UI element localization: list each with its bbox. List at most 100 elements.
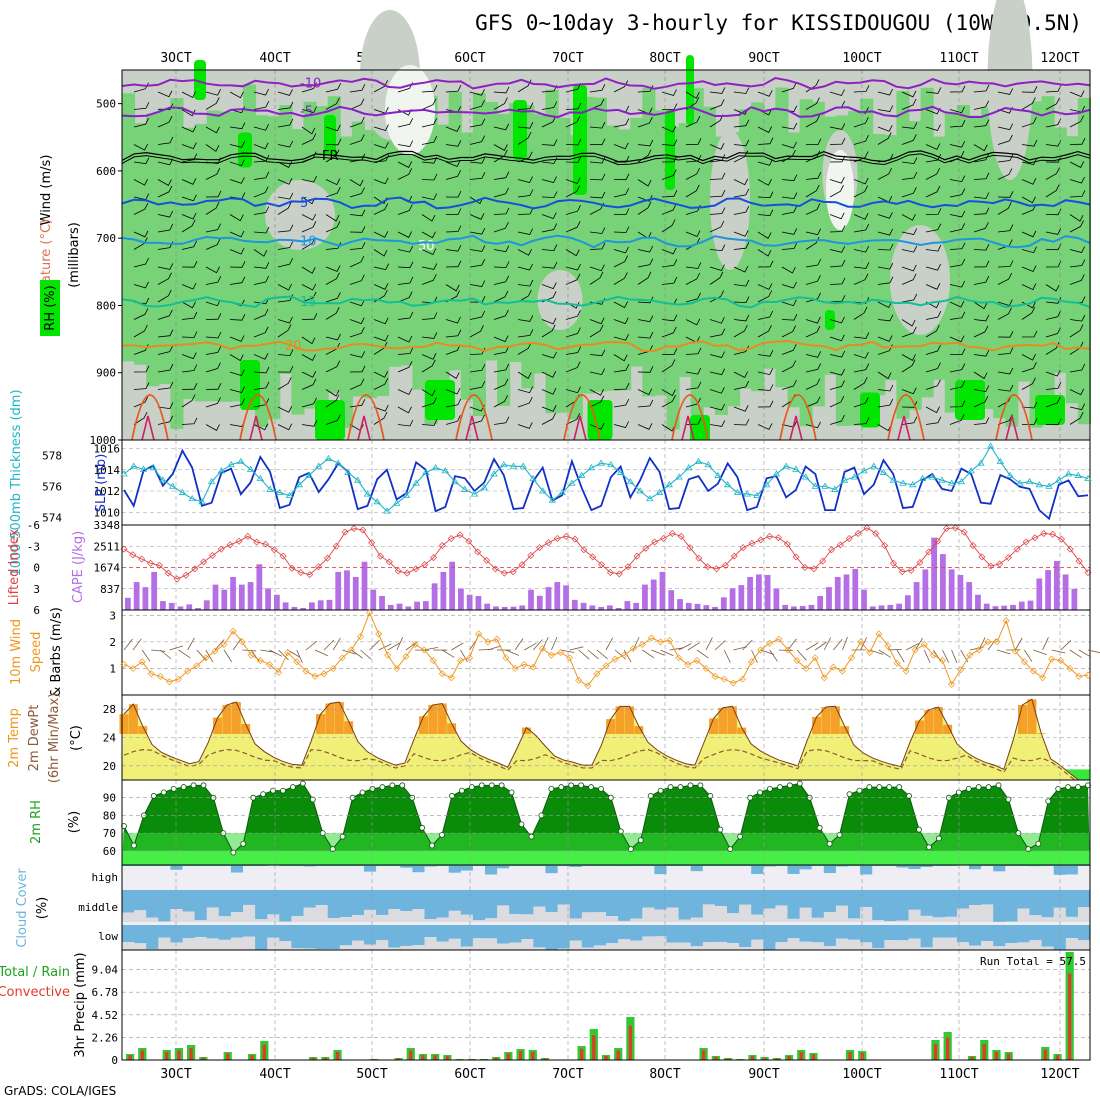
convective-bar <box>433 1055 437 1060</box>
top-date-label: 7OCT <box>552 51 583 66</box>
cloud-cell-high-clear <box>799 869 813 886</box>
wind-barb <box>901 387 917 395</box>
wind-barb <box>157 402 174 410</box>
wind-barb <box>517 189 534 198</box>
warm-area <box>915 720 925 734</box>
wind-barb <box>397 204 413 215</box>
cloud-cell-high-clear <box>509 866 522 886</box>
cloud-cell-low <box>630 925 643 941</box>
cloud-cell-low-clear <box>920 947 934 950</box>
rh-marker <box>1005 796 1012 803</box>
thickness-marker <box>324 454 333 461</box>
wind-barb-10m <box>514 638 524 651</box>
cloud-cell-high-clear <box>775 866 788 886</box>
rh-mid-region <box>702 106 716 408</box>
cloud-cell-middle-clear <box>702 904 716 922</box>
wind-barb <box>277 140 294 148</box>
cloud-cell-low <box>194 925 208 937</box>
cape-bar <box>1018 601 1025 610</box>
wind-barb <box>805 115 820 128</box>
wind-barb-10m <box>405 641 418 651</box>
wind-barb-10m <box>923 649 931 663</box>
cloud-cell-high <box>848 865 861 867</box>
lifted-index-marker <box>491 565 499 573</box>
cloud-cell-high-clear <box>739 866 752 886</box>
cloud-cell-low-clear <box>666 942 680 950</box>
wind-barb <box>637 179 652 187</box>
thickness-marker <box>733 488 742 495</box>
wind-barb <box>469 325 484 338</box>
thickness-marker <box>694 457 703 465</box>
wind-barb <box>853 185 869 198</box>
wind-barb <box>973 100 990 110</box>
cloud-cell-middle <box>944 890 958 917</box>
wind-barb <box>781 281 797 289</box>
cloud-cell-middle-clear <box>509 914 522 922</box>
wind-barb <box>973 243 990 251</box>
cloud-cell-high <box>545 865 559 874</box>
lifted-index-marker <box>376 552 384 560</box>
wind-barb <box>613 272 628 285</box>
wind-barb <box>493 245 510 253</box>
cloud-cell-high <box>763 865 776 867</box>
thickness-marker <box>519 462 527 469</box>
rh-marker <box>1025 846 1032 852</box>
cloud-cell-low <box>920 925 934 948</box>
wind-barb <box>685 167 701 180</box>
cape-bar <box>282 602 289 610</box>
wind-barb <box>445 190 462 198</box>
wind-barb <box>781 379 797 390</box>
wind-barb <box>253 142 269 150</box>
wind-barb <box>589 121 606 129</box>
rh-marker <box>1035 840 1042 847</box>
wind-barb <box>325 414 341 425</box>
wind-barb <box>445 398 462 408</box>
wind-barb <box>421 157 438 164</box>
cloud-cell-middle <box>787 890 801 919</box>
wind-barb <box>565 138 582 146</box>
cloud-cell-low <box>460 925 474 947</box>
wind-barb <box>733 188 750 198</box>
cape-bar <box>273 594 280 610</box>
rh-marker <box>637 837 644 844</box>
cape-bar <box>212 584 219 610</box>
cloud-cell-middle-clear <box>424 919 438 922</box>
wind-barb <box>805 138 822 146</box>
lifted-index-marker <box>686 544 694 552</box>
wind-barb <box>1069 259 1086 268</box>
wind-speed-marker <box>347 646 355 654</box>
thickness-marker <box>616 468 625 475</box>
wind-speed-marker <box>566 654 574 662</box>
cape-bar <box>922 569 929 610</box>
wind-barb-10m <box>141 649 151 662</box>
convective-bar <box>262 1044 266 1060</box>
wind-barb <box>397 419 414 427</box>
convective-bar <box>994 1052 999 1060</box>
wind-barb <box>349 209 366 217</box>
thickness-marker <box>938 476 946 483</box>
wind-barb <box>277 316 293 324</box>
wind-barb <box>157 289 172 303</box>
wind-barb <box>661 125 677 133</box>
wind-barb <box>613 301 628 309</box>
wind-barb <box>997 134 1013 145</box>
wind-barb <box>1069 403 1086 411</box>
precip-tick-label: 2.26 <box>92 1031 119 1044</box>
wind-barb <box>325 178 341 186</box>
cloud-cell-high-clear <box>448 872 462 886</box>
wind-speed-marker <box>511 664 519 672</box>
convective-bar <box>946 1037 950 1060</box>
cloud-cell-high-clear <box>134 866 147 886</box>
wind-barb-10m <box>151 649 166 652</box>
wind-barb <box>781 205 798 215</box>
cloud-cell-low-clear <box>303 948 317 950</box>
isotherm-label: -5 <box>300 105 313 120</box>
wind-barb <box>685 272 701 285</box>
wind-barb <box>853 177 869 185</box>
wind-barb <box>301 266 316 274</box>
wind-barb <box>469 245 486 252</box>
cape-bar <box>361 561 368 610</box>
cloud-cell-low <box>666 925 680 943</box>
cape-tick-label: 3348 <box>94 519 121 532</box>
cape-tick-label: 837 <box>100 583 120 596</box>
